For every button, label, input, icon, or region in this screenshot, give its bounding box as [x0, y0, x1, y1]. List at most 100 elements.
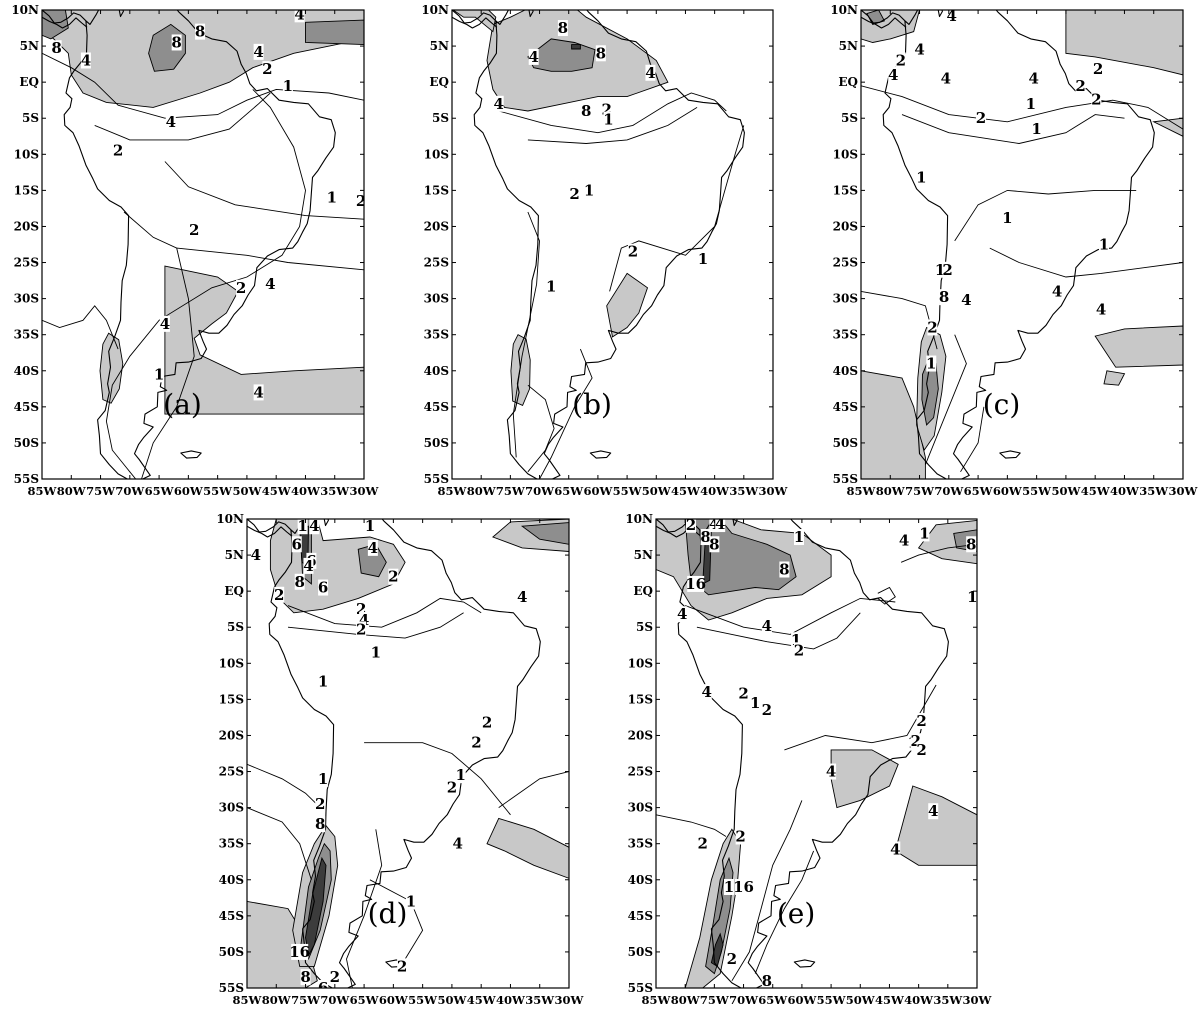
y-tick-label: EQ: [429, 75, 449, 89]
contour-label-bg: [723, 878, 734, 895]
x-tick-label: 65W: [350, 993, 380, 1007]
y-tick-label: 20S: [424, 219, 449, 233]
contour-label: 1: [935, 261, 945, 279]
contour-label-bg: [715, 519, 726, 533]
contour-label-bg: [51, 40, 62, 57]
contour-label: 8: [300, 968, 310, 986]
contour-label: 4: [253, 383, 263, 401]
x-tick-label: 45W: [262, 484, 292, 498]
x-tick-label: 35W: [933, 993, 963, 1007]
x-tick-label: 30W: [963, 993, 993, 1007]
y-tick-label: 55S: [219, 981, 244, 995]
contour-label-bg: [253, 384, 264, 401]
y-tick-label: EQ: [838, 75, 858, 89]
y-tick-label: 30S: [628, 801, 653, 815]
contour-label: 2: [274, 586, 284, 604]
map-panel-d: 14164644862224211221212841168622410N5NEQ…: [216, 512, 584, 1007]
contour-label-bg: [356, 621, 367, 638]
x-tick-label: 70W: [525, 484, 555, 498]
x-tick-label: 60W: [174, 484, 204, 498]
contour-label-bg: [189, 222, 200, 239]
x-tick-label: 50W: [846, 993, 876, 1007]
contour-line: [498, 92, 727, 134]
contour-label-bg: [195, 23, 206, 40]
contour-label-bg: [364, 519, 375, 535]
contour-line: [105, 89, 306, 479]
x-tick-label: 75W: [86, 484, 116, 498]
contour-label-bg: [388, 568, 399, 585]
contour-label: 2: [896, 52, 906, 70]
contour-label: 1: [967, 588, 977, 606]
contour-label: 4: [528, 48, 538, 66]
falkland-islands: [180, 450, 202, 459]
contour-label-bg: [914, 41, 925, 58]
contour-label-bg: [315, 816, 326, 833]
contour-label-bg: [309, 519, 320, 535]
contour-label-bg: [253, 43, 264, 60]
contour-label-bg: [793, 529, 804, 546]
contour-label-bg: [1098, 236, 1109, 253]
shaded-contour-region: [42, 10, 69, 40]
trinidad-island: [177, 4, 183, 9]
y-tick-label: 5N: [634, 548, 653, 562]
y-tick-label: 45S: [219, 909, 244, 923]
coastline-central-america: [247, 525, 293, 538]
y-tick-label: 10S: [628, 656, 653, 670]
contour-label-bg: [262, 61, 273, 78]
contour-label: 1: [584, 181, 594, 199]
contour-label: 4: [914, 41, 924, 59]
contour-label-bg: [405, 893, 416, 910]
contour-label-bg: [709, 519, 720, 533]
contour-label: 6: [318, 579, 328, 597]
y-tick-label: 5N: [430, 39, 449, 53]
contour-label-bg: [888, 66, 899, 83]
contour-label-bg: [1028, 70, 1039, 87]
x-tick-label: 40W: [291, 484, 321, 498]
contour-label-bg: [546, 278, 557, 295]
contour-label-bg: [455, 767, 466, 784]
contour-label: 2: [388, 568, 398, 586]
contour-label: 1: [1099, 236, 1109, 254]
contour-label: 2: [727, 950, 737, 968]
y-tick-label: 30S: [14, 292, 39, 306]
shaded-contour-region: [510, 334, 531, 406]
contour-line: [123, 211, 195, 479]
coastline-central-america: [452, 10, 497, 24]
contour-line: [609, 125, 745, 292]
contour-label: 2: [976, 109, 986, 127]
falkland-islands: [999, 450, 1021, 459]
contour-label: 2: [942, 261, 952, 279]
y-tick-label: 15S: [219, 692, 244, 706]
y-tick-label: 5N: [225, 548, 244, 562]
contour-label: 2: [356, 600, 366, 618]
contour-line: [364, 742, 511, 816]
x-tick-label: 35W: [320, 484, 350, 498]
contour-label-bg: [595, 45, 606, 62]
contour-label-bg: [370, 644, 381, 661]
contour-label: 2: [697, 835, 707, 853]
y-tick-label: 35S: [833, 328, 858, 342]
contour-label: 4: [517, 588, 527, 606]
contour-label: 1: [283, 77, 293, 95]
plot-frame: [860, 9, 1184, 480]
x-tick-label: 60W: [379, 993, 409, 1007]
x-tick-label: 80W: [57, 484, 87, 498]
contour-label-bg: [584, 182, 595, 199]
contour-line: [527, 107, 698, 144]
contour-label: 4: [251, 546, 261, 564]
shaded-contour-region: [571, 44, 581, 50]
y-tick-label: 5S: [22, 111, 39, 125]
contour-label-bg: [80, 52, 91, 69]
contour-label: 2: [482, 713, 492, 731]
contour-label-bg: [946, 10, 957, 24]
y-tick-label: 10S: [833, 147, 858, 161]
contour-label-bg: [961, 292, 972, 309]
contour-label: 4: [890, 840, 900, 858]
y-tick-label: 40S: [14, 364, 39, 378]
y-tick-label: 10N: [830, 3, 858, 17]
x-tick-label: 70W: [729, 993, 759, 1007]
contour-line: [989, 247, 1183, 278]
contour-label: 2: [356, 620, 366, 638]
contour-label: 4: [359, 611, 369, 629]
